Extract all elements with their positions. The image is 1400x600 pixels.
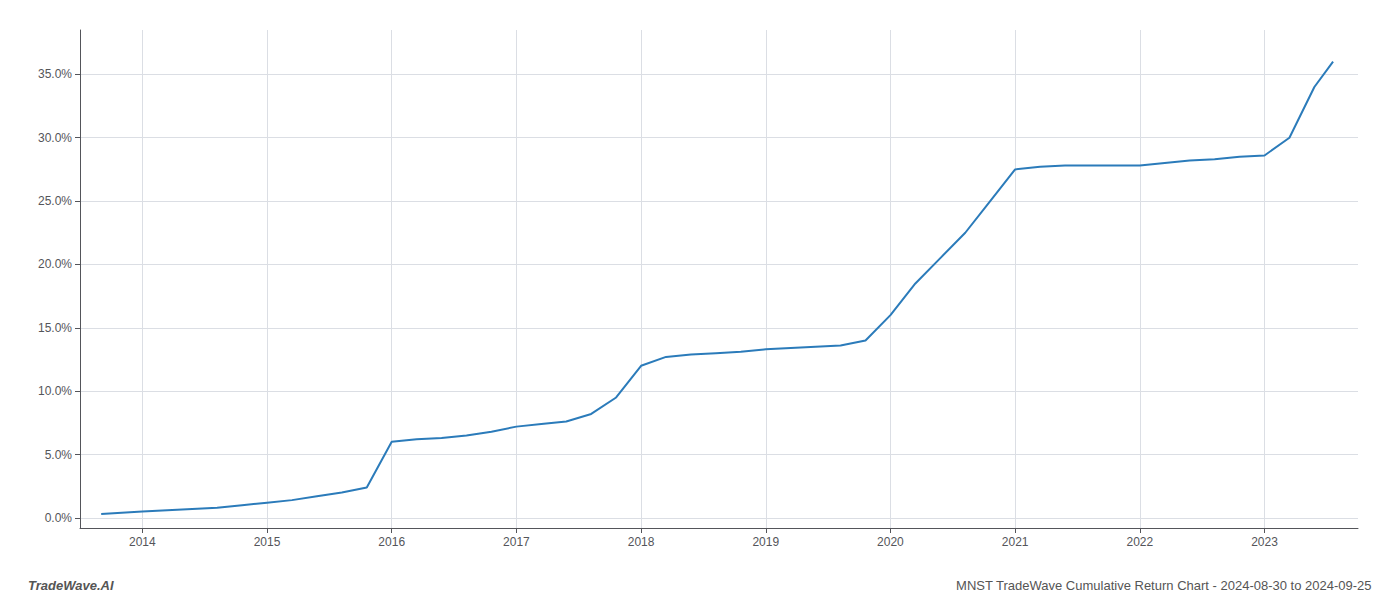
svg-text:2018: 2018 xyxy=(628,535,655,549)
svg-text:2022: 2022 xyxy=(1126,535,1153,549)
svg-text:2023: 2023 xyxy=(1251,535,1278,549)
svg-text:15.0%: 15.0% xyxy=(38,321,72,335)
svg-text:2019: 2019 xyxy=(752,535,779,549)
svg-text:10.0%: 10.0% xyxy=(38,384,72,398)
svg-text:20.0%: 20.0% xyxy=(38,257,72,271)
svg-text:2017: 2017 xyxy=(503,535,530,549)
svg-text:2020: 2020 xyxy=(877,535,904,549)
svg-text:2014: 2014 xyxy=(129,535,156,549)
svg-text:2015: 2015 xyxy=(254,535,281,549)
svg-text:5.0%: 5.0% xyxy=(45,448,73,462)
svg-text:0.0%: 0.0% xyxy=(45,511,73,525)
svg-text:TradeWave.AI: TradeWave.AI xyxy=(28,578,114,593)
svg-text:25.0%: 25.0% xyxy=(38,194,72,208)
svg-text:MNST TradeWave Cumulative Retu: MNST TradeWave Cumulative Return Chart -… xyxy=(956,578,1371,593)
svg-text:2021: 2021 xyxy=(1002,535,1029,549)
svg-text:2016: 2016 xyxy=(378,535,405,549)
svg-text:30.0%: 30.0% xyxy=(38,131,72,145)
svg-text:35.0%: 35.0% xyxy=(38,67,72,81)
